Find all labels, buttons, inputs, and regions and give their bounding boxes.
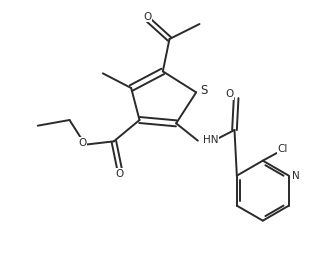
Text: N: N — [292, 171, 300, 181]
Text: O: O — [115, 169, 124, 179]
Text: O: O — [78, 138, 87, 148]
Text: Cl: Cl — [278, 144, 288, 154]
Text: S: S — [200, 84, 207, 97]
Text: O: O — [144, 12, 152, 22]
Text: HN: HN — [203, 135, 218, 145]
Text: O: O — [225, 89, 234, 99]
